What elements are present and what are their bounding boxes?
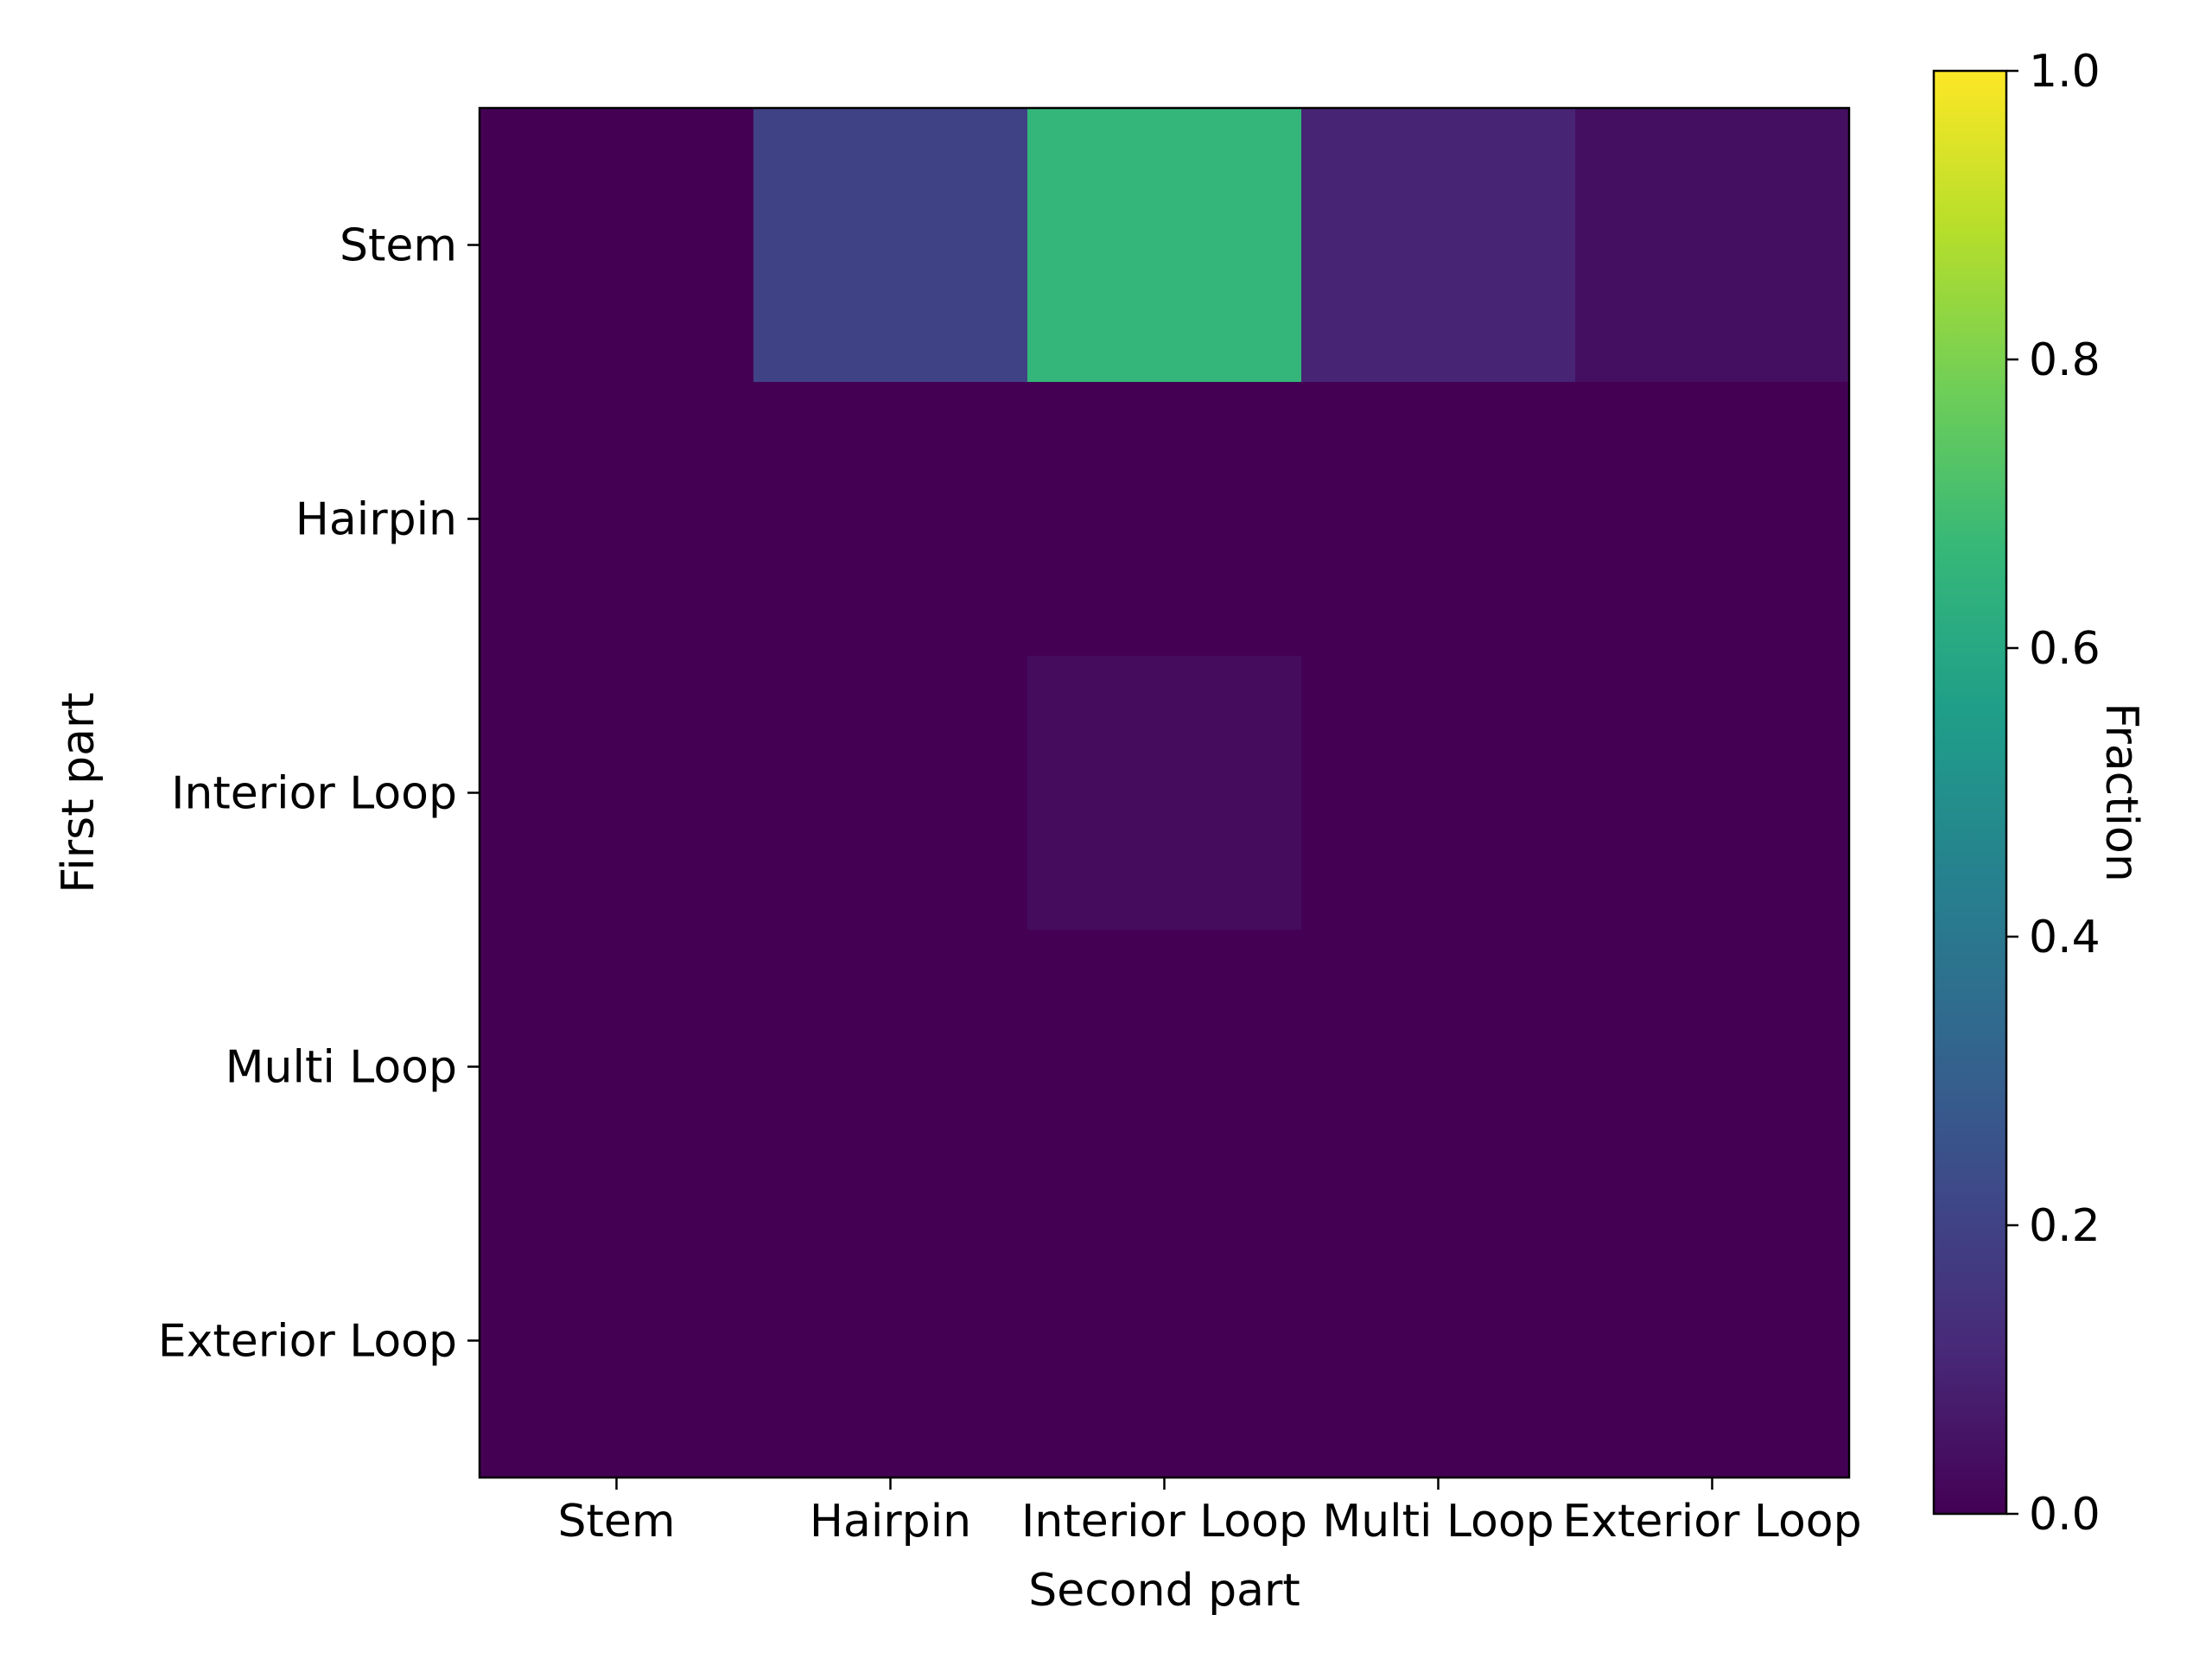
colorbar-ticks: 0.0 0.2 0.4 0.6 0.8 1.0 xyxy=(2006,46,2101,1541)
x-tick-label: Hairpin xyxy=(810,1496,971,1548)
y-axis-label: First part xyxy=(53,692,105,893)
heatmap-cell xyxy=(753,1204,1028,1478)
heatmap-cell xyxy=(1301,108,1576,383)
x-axis-ticks: Stem Hairpin Interior Loop Multi Loop Exteri… xyxy=(557,1478,1862,1548)
colorbar-label: Fraction xyxy=(2095,702,2147,882)
heatmap-cell xyxy=(1027,656,1302,931)
colorbar-tick-label: 0.2 xyxy=(2029,1200,2101,1252)
heatmap-cell xyxy=(1027,930,1302,1205)
heatmap-cell xyxy=(480,656,754,931)
y-tick-label: Multi Loop xyxy=(226,1042,457,1094)
colorbar-tick-label: 0.0 xyxy=(2029,1489,2101,1541)
heatmap-cells xyxy=(480,108,1850,1478)
heatmap-cell xyxy=(1575,1204,1850,1478)
x-tick-label: Multi Loop xyxy=(1322,1496,1554,1548)
heatmap-cell xyxy=(1301,382,1576,657)
heatmap-cell xyxy=(480,1204,754,1478)
colorbar-tick-label: 1.0 xyxy=(2029,46,2101,98)
heatmap-cell xyxy=(480,930,754,1205)
y-tick-label: Hairpin xyxy=(296,494,457,546)
x-tick-label: Exterior Loop xyxy=(1562,1496,1861,1548)
y-axis-ticks: Stem Hairpin Interior Loop Multi Loop Exteri… xyxy=(158,220,480,1368)
heatmap-cell xyxy=(1301,1204,1576,1478)
heatmap-cell xyxy=(1575,108,1850,383)
heatmap-cell xyxy=(753,656,1028,931)
heatmap-cell xyxy=(1575,930,1850,1205)
y-tick-label: Stem xyxy=(340,220,457,272)
heatmap-cell xyxy=(753,108,1028,383)
colorbar-tick-label: 0.6 xyxy=(2029,623,2101,675)
heatmap-cell xyxy=(1301,930,1576,1205)
heatmap-cell xyxy=(753,930,1028,1205)
heatmap-cell xyxy=(480,108,754,383)
heatmap-cell xyxy=(480,382,754,657)
heatmap-cell xyxy=(1027,1204,1302,1478)
x-axis-label: Second part xyxy=(1028,1565,1300,1617)
heatmap-cell xyxy=(1027,382,1302,657)
x-tick-label: Stem xyxy=(557,1496,675,1548)
y-tick-label: Exterior Loop xyxy=(158,1316,457,1368)
heatmap-cell xyxy=(1027,108,1302,383)
colorbar xyxy=(1932,69,2008,1516)
x-tick-label: Interior Loop xyxy=(1021,1496,1307,1548)
heatmap-cell xyxy=(753,382,1028,657)
heatmap-cell xyxy=(1301,656,1576,931)
colorbar-tick-label: 0.8 xyxy=(2029,334,2101,386)
colorbar-tick-label: 0.4 xyxy=(2029,912,2101,963)
heatmap-cell xyxy=(1575,656,1850,931)
heatmap-cell xyxy=(1575,382,1850,657)
y-tick-label: Interior Loop xyxy=(171,768,457,820)
